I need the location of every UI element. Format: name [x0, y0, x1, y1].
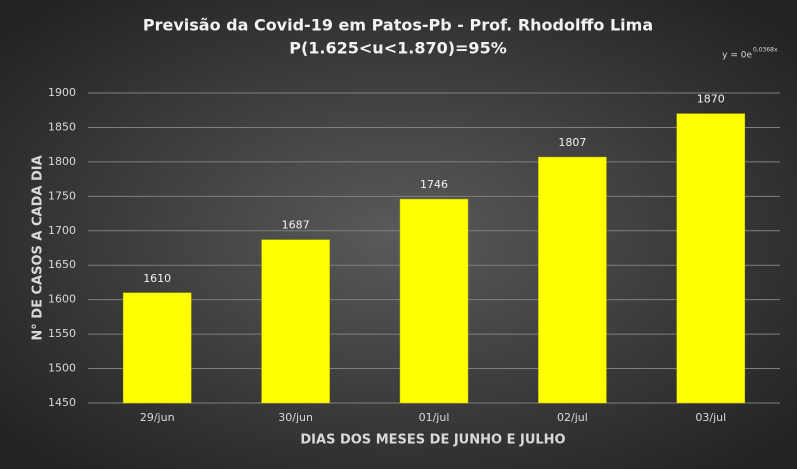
x-tick-label: 01/jul	[419, 411, 450, 424]
bar	[261, 239, 330, 404]
y-tick-label: 1450	[48, 396, 76, 409]
y-tick-label: 1750	[48, 189, 76, 202]
y-tick-label: 1900	[48, 86, 76, 99]
data-label: 1687	[282, 219, 310, 232]
y-tick-label: 1600	[48, 293, 76, 306]
y-axis-title: N° DE CASOS A CADA DIA	[31, 155, 46, 340]
bar	[122, 292, 192, 404]
y-tick-label: 1800	[48, 155, 76, 168]
annotation-exponent: 0,0368x	[753, 47, 778, 54]
y-tick-label: 1500	[48, 362, 76, 375]
annotation: y = 0e	[722, 51, 752, 61]
y-tick-label: 1550	[48, 327, 76, 340]
x-tick-label: 03/jul	[695, 411, 726, 424]
bar	[676, 113, 746, 404]
y-tick-label: 1650	[48, 258, 76, 271]
data-label: 1870	[697, 93, 725, 106]
x-tick-label: 29/jun	[140, 411, 175, 424]
y-tick-label: 1850	[48, 120, 76, 133]
bar	[538, 156, 607, 404]
x-axis-title: DIAS DOS MESES DE JUNHO E JULHO	[300, 433, 565, 448]
data-label: 1807	[558, 136, 586, 149]
x-tick-label: 02/jul	[557, 411, 588, 424]
data-label: 1610	[143, 272, 171, 285]
y-tick-label: 1700	[48, 224, 76, 237]
chart-subtitle: P(1.625<u<1.870)=95%	[289, 39, 506, 58]
data-label: 1746	[420, 178, 448, 191]
chart-title: Previsão da Covid-19 em Patos-Pb - Prof.…	[143, 16, 653, 35]
x-tick-label: 30/jun	[278, 411, 313, 424]
bar	[399, 198, 469, 404]
